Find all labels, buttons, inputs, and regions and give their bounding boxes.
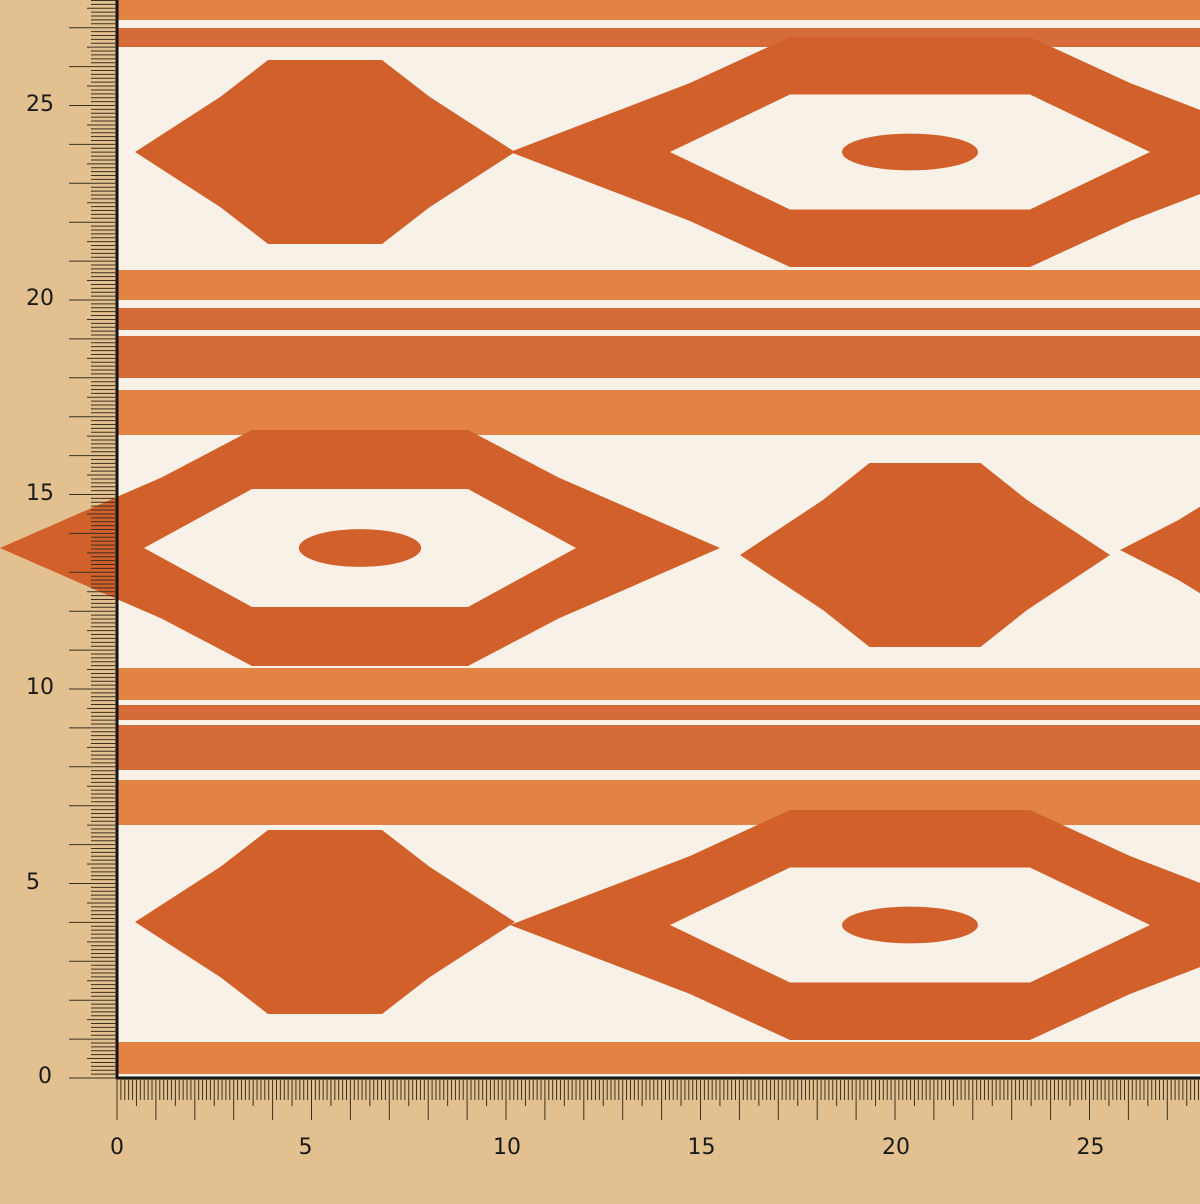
fabric-stripe [117, 725, 1200, 770]
y-label-25: 25 [26, 91, 54, 117]
x-label-20: 20 [882, 1135, 910, 1160]
y-label-5: 5 [26, 869, 40, 895]
ikat-diamond [135, 60, 515, 244]
ikat-ring-diamond-center [842, 133, 978, 171]
x-label-25: 25 [1076, 1135, 1105, 1160]
ikat-diamond [740, 463, 1110, 647]
fabric-stripe [117, 270, 1200, 300]
ikat-ring-diamond-center [298, 529, 422, 567]
fabric-stripe [117, 1042, 1200, 1074]
y-label-10: 10 [26, 675, 54, 700]
fabric-stripe [117, 668, 1200, 700]
fabric-stripe [117, 0, 1200, 20]
ikat-ring-diamond-center [842, 906, 978, 944]
ikat-diamond [135, 830, 515, 1014]
fabric-stripe [117, 705, 1200, 720]
fabric-stripe [117, 308, 1200, 330]
y-label-0: 0 [38, 1064, 52, 1089]
x-label-10: 10 [493, 1135, 521, 1160]
fabric-stripe [117, 336, 1200, 378]
ikat-diamond [1120, 506, 1200, 594]
y-label-15: 15 [26, 480, 54, 506]
x-label-15: 15 [687, 1135, 716, 1160]
x-label-0: 0 [110, 1135, 124, 1160]
y-label-20: 20 [26, 286, 54, 311]
x-label-5: 5 [298, 1135, 313, 1160]
fabric-stripe [117, 390, 1200, 435]
